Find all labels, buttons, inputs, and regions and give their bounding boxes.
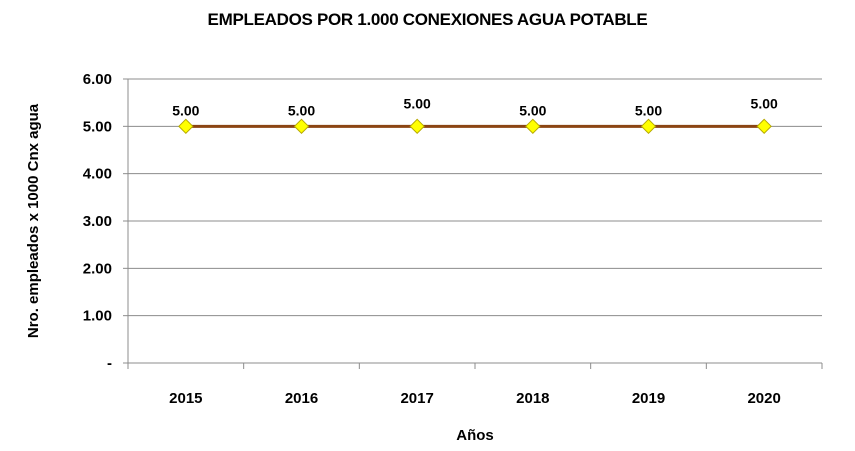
data-label: 5.00 xyxy=(635,102,662,118)
x-tick-label: 2019 xyxy=(632,390,665,407)
data-point-marker xyxy=(293,118,310,135)
x-tick-label: 2015 xyxy=(169,390,202,407)
x-tick-label: 2018 xyxy=(516,390,549,407)
y-tick-label: 1.00 xyxy=(83,308,112,325)
data-label: 5.00 xyxy=(519,102,546,118)
y-axis-title: Nro. empleados x 1000 Cnx agua xyxy=(25,103,42,338)
y-tick-label: 4.00 xyxy=(83,166,112,183)
data-point-marker xyxy=(178,118,194,135)
x-tick-label: 2017 xyxy=(400,390,433,407)
chart-title: EMPLEADOS POR 1.000 CONEXIONES AGUA POTA… xyxy=(207,10,648,29)
data-label: 5.00 xyxy=(404,95,431,111)
y-tick-label: 5.00 xyxy=(83,118,112,135)
data-label: 5.00 xyxy=(172,102,199,118)
data-label: 5.00 xyxy=(751,95,778,111)
y-tick-label: 2.00 xyxy=(83,260,112,277)
axes: - 1.00 2.00 3.00 4.00 5.00 6.00 2015 2016 2017 201… xyxy=(83,71,823,407)
gridlines xyxy=(128,78,822,317)
data-point-marker xyxy=(640,118,657,135)
data-labels: 5.00 5.00 5.00 5.00 5.00 5.00 xyxy=(172,95,778,118)
x-tick-label: 2020 xyxy=(747,390,780,407)
data-point-marker xyxy=(525,118,541,135)
y-tick-label: - xyxy=(107,355,112,372)
y-tick-label: 3.00 xyxy=(83,213,112,230)
data-markers xyxy=(178,118,772,135)
x-tick-label: 2016 xyxy=(285,390,318,407)
y-tick-label: 6.00 xyxy=(83,71,112,88)
data-label: 5.00 xyxy=(288,102,315,118)
data-point-marker xyxy=(756,118,772,135)
x-axis-title: Años xyxy=(456,427,494,444)
data-point-marker xyxy=(409,118,425,135)
